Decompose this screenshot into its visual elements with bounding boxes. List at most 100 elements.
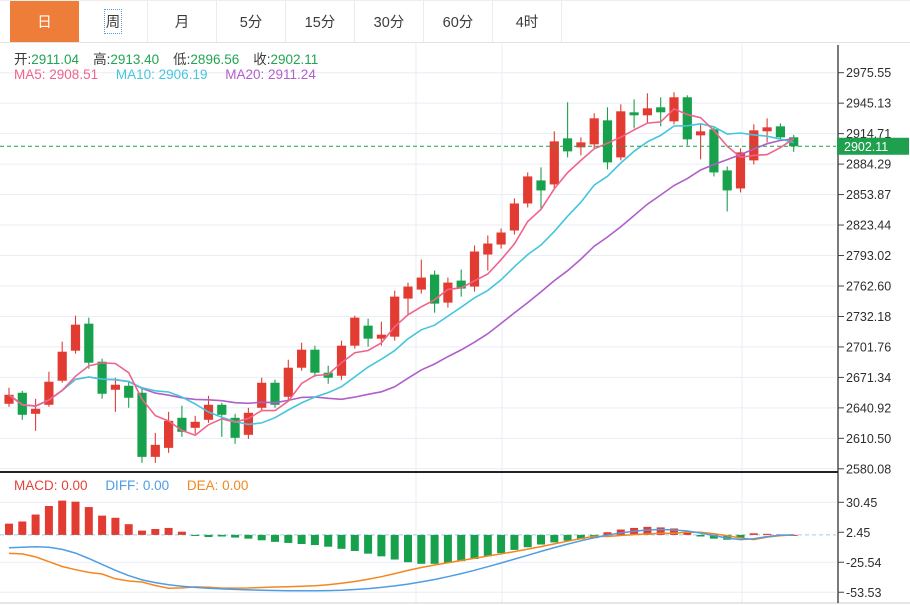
ma10-label: MA10: — [115, 67, 155, 82]
candle-body — [310, 349, 320, 373]
macd-bar — [683, 532, 692, 535]
candle-body — [150, 444, 160, 457]
candle-body — [456, 280, 466, 289]
ma-legend-row: MA5: 2908.51 MA10: 2906.19 MA20: 2911.24 — [14, 67, 330, 82]
macd-bar — [350, 534, 359, 551]
candle-body — [283, 367, 293, 397]
low-label: 低: — [173, 52, 191, 67]
macd-bar — [470, 534, 479, 560]
macd-histogram — [5, 500, 798, 564]
macd-bar — [643, 526, 652, 535]
ma20-label: MA20: — [225, 67, 265, 82]
candle-body — [110, 384, 120, 390]
macd-bar — [576, 534, 585, 540]
candle-body — [230, 417, 240, 438]
candle-body — [589, 118, 599, 145]
candle-body — [4, 394, 14, 404]
macd-bar — [364, 534, 373, 554]
price-axis-label: 2853.87 — [846, 188, 891, 202]
candle-body — [509, 203, 519, 231]
candle-body — [722, 170, 732, 191]
candle-body — [403, 286, 413, 299]
high-label: 高: — [93, 52, 111, 67]
price-axis-label: 2762.60 — [846, 279, 891, 293]
macd-bar — [124, 524, 133, 535]
candle-body — [656, 107, 666, 113]
macd-bar — [443, 534, 452, 563]
price-axis-label: 2884.29 — [846, 158, 891, 172]
candle-body — [390, 296, 400, 337]
macd-bar — [337, 534, 346, 549]
candle-body — [57, 351, 67, 381]
macd-bar — [98, 515, 107, 535]
macd-bar — [656, 527, 665, 535]
macd-axis: 30.45 2.45 -25.54 -53.53 — [838, 496, 881, 600]
tab-15min[interactable]: 15分 — [286, 1, 355, 42]
macd-bar — [670, 528, 678, 535]
macd-bar — [390, 534, 399, 560]
tab-label: 4时 — [515, 15, 539, 31]
candle-body — [523, 176, 533, 204]
macd-bar — [404, 534, 412, 563]
price-axis-label: 2823.44 — [846, 219, 891, 233]
macd-bar — [310, 534, 319, 546]
tab-label: 15分 — [304, 15, 336, 31]
macd-bar — [417, 534, 426, 564]
candle-body — [576, 142, 586, 148]
macd-label: MACD: — [14, 478, 58, 493]
candle-body — [762, 127, 772, 132]
candlestick-layer — [4, 92, 799, 463]
candle-body — [735, 152, 746, 189]
close-value: 2902.11 — [270, 52, 319, 67]
macd-bar — [44, 505, 53, 535]
price-axis: 2975.55 2945.13 2914.71 2884.29 2853.87 2823.… — [837, 45, 891, 603]
macd-bar — [31, 514, 40, 535]
macd-bar — [736, 534, 745, 539]
macd-bar — [749, 533, 758, 535]
candle-body — [257, 382, 267, 408]
macd-value: 0.00 — [61, 478, 88, 493]
tab-4hour[interactable]: 4时 — [493, 1, 562, 42]
price-axis-label: 2640.92 — [846, 401, 891, 415]
candle-body — [350, 317, 360, 346]
candle-body — [602, 120, 613, 163]
candle-body — [469, 251, 480, 287]
candle-body — [164, 420, 174, 448]
macd-bar — [457, 534, 466, 562]
macd-bar — [550, 534, 559, 543]
tab-60min[interactable]: 60分 — [424, 1, 493, 42]
tab-day[interactable]: 日 — [10, 1, 79, 42]
open-label: 开: — [14, 52, 32, 67]
macd-bar — [257, 534, 266, 541]
candle-body — [217, 404, 227, 415]
candle-body — [124, 385, 134, 398]
tab-5min[interactable]: 5分 — [217, 1, 286, 42]
candle-body — [430, 274, 440, 304]
macd-bar — [696, 534, 705, 537]
macd-bar — [18, 521, 27, 535]
candle-body — [336, 345, 347, 376]
candle-body — [696, 131, 706, 136]
tab-week[interactable]: 周 — [79, 1, 148, 42]
diff-value: 0.00 — [142, 478, 170, 493]
diff-label: DIFF: — [105, 478, 140, 493]
high-value: 2913.40 — [110, 52, 160, 67]
tab-30min[interactable]: 30分 — [355, 1, 424, 42]
ma10-value: 2906.19 — [158, 67, 208, 82]
low-value: 2896.56 — [190, 52, 240, 67]
candle-body — [297, 349, 307, 368]
candle-body — [483, 243, 493, 255]
candle-body — [775, 126, 785, 138]
macd-bar — [763, 533, 772, 535]
macd-bar — [523, 534, 532, 548]
macd-bar — [177, 531, 186, 535]
macd-bar — [71, 501, 80, 535]
macd-bar — [603, 532, 612, 535]
tab-month[interactable]: 月 — [148, 1, 217, 42]
macd-axis-label: 2.45 — [846, 526, 870, 540]
macd-bar — [191, 534, 200, 536]
candle-body — [536, 180, 546, 191]
macd-bar — [284, 534, 293, 543]
